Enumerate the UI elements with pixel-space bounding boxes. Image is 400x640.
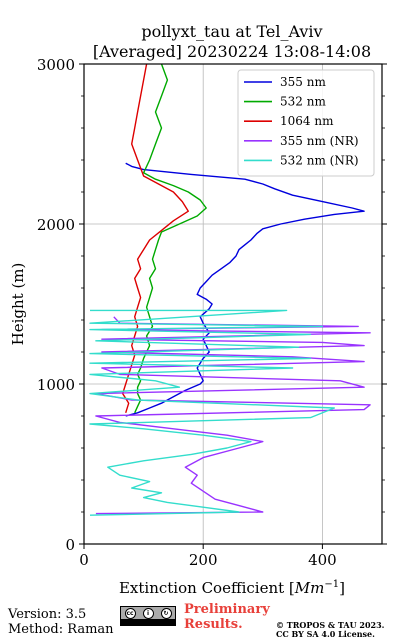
chart-title: pollyxt_tau at Tel_Aviv — [141, 22, 323, 41]
preliminary-label-2: Results. — [184, 617, 243, 632]
sa-icon: ↻ — [160, 607, 172, 619]
legend-box — [237, 69, 375, 177]
preliminary-label: Preliminary — [184, 602, 270, 617]
plot-frame — [83, 63, 383, 545]
copyright-text: © TROPOS & TAU 2023. — [276, 620, 385, 630]
license-text: CC BY SA 4.0 License. — [276, 629, 375, 639]
legend-entry: 532 nm (NR) — [280, 153, 359, 167]
legend-entry: 355 nm — [280, 75, 326, 89]
method-text: Method: Raman — [8, 622, 114, 637]
series-line — [122, 63, 189, 414]
legend: 355 nm 532 nm 1064 nm 355 nm (NR) 532 nm (NR… — [237, 69, 375, 177]
x-tick-label: 400 — [308, 551, 337, 569]
y-tick-label: 1000 — [37, 376, 75, 394]
cc-icon: cc — [124, 607, 136, 619]
legend-entry: 355 nm (NR) — [280, 134, 359, 148]
series-lines — [89, 63, 371, 516]
y-tick-label: 2000 — [37, 216, 75, 234]
legend-entry: 532 nm — [280, 95, 326, 109]
x-axis-label: Extinction Coefficient [Mm−1] — [119, 579, 345, 597]
x-tick-label: 0 — [79, 551, 89, 569]
axis-ticks: 0 1000 2000 3000 0 200 400 — [37, 56, 387, 569]
y-axis-label: Height (m) — [9, 263, 27, 346]
y-tick-label: 0 — [65, 536, 75, 554]
series-line — [89, 309, 335, 516]
x-tick-label: 200 — [189, 551, 218, 569]
chart-subtitle: [Averaged] 20230224 13:08-14:08 — [92, 42, 372, 61]
series-line — [95, 316, 371, 515]
version-text: Version: 3.5 — [8, 607, 87, 622]
legend-entry: 1064 nm — [280, 114, 334, 128]
cc-license-badge: cc i ↻ — [120, 606, 176, 626]
by-icon: i — [142, 607, 154, 619]
y-tick-label: 3000 — [37, 56, 75, 74]
